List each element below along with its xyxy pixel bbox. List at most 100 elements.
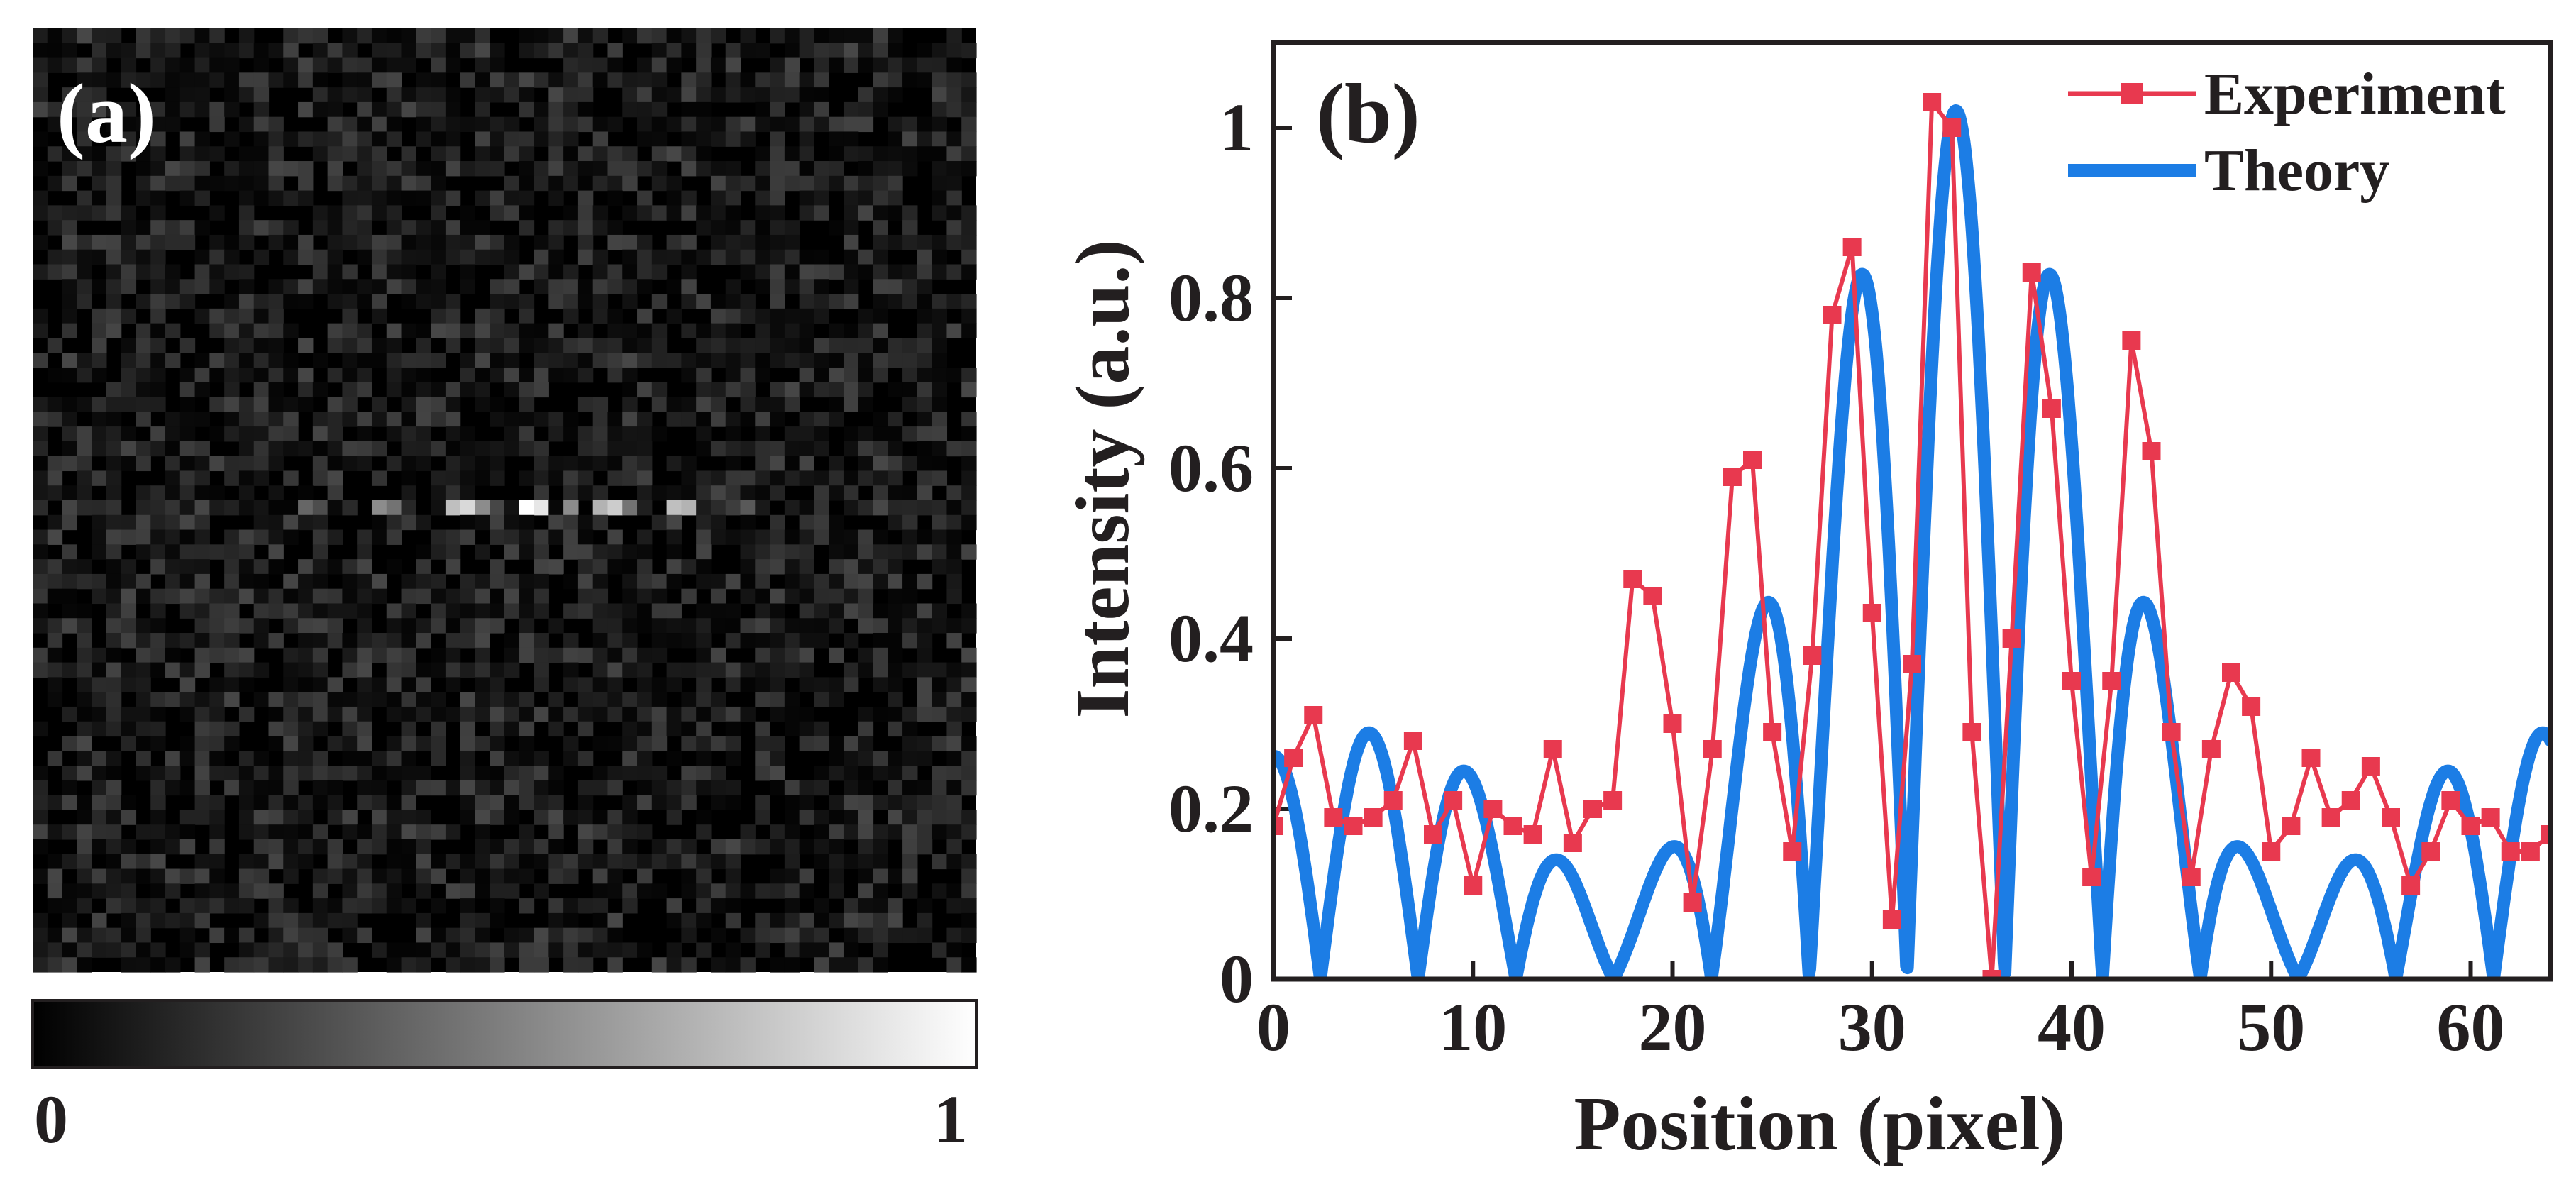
image-pixel (224, 721, 240, 737)
image-pixel (490, 573, 505, 590)
image-pixel (475, 234, 490, 250)
image-pixel (858, 353, 874, 368)
image-pixel (622, 824, 638, 840)
image-pixel (431, 116, 446, 133)
image-pixel (416, 514, 431, 531)
image-pixel (77, 927, 92, 944)
image-pixel (490, 603, 505, 619)
image-pixel (932, 736, 948, 751)
image-pixel (858, 426, 874, 442)
image-pixel (342, 338, 358, 353)
image-pixel (165, 101, 181, 118)
image-pixel (799, 441, 815, 457)
image-pixel (784, 883, 800, 899)
image-pixel (47, 57, 63, 73)
image-pixel (150, 529, 166, 545)
image-pixel (637, 205, 653, 221)
image-pixel (431, 898, 446, 914)
image-pixel (829, 912, 844, 929)
image-pixel (607, 323, 623, 339)
image-pixel (298, 190, 314, 206)
image-pixel (475, 514, 490, 531)
image-pixel (681, 43, 697, 59)
image-pixel (917, 397, 933, 412)
image-pixel (431, 249, 446, 265)
image-pixel (725, 573, 741, 590)
image-pixel (416, 175, 431, 192)
image-pixel (651, 485, 668, 501)
image-pixel (607, 662, 623, 678)
image-pixel (431, 43, 446, 59)
image-pixel (563, 927, 579, 944)
image-pixel (577, 677, 594, 692)
image-pixel (253, 588, 270, 605)
image-pixel (592, 662, 609, 678)
image-pixel (548, 780, 564, 796)
image-pixel (843, 751, 859, 766)
image-pixel (121, 146, 137, 162)
image-pixel (371, 28, 387, 44)
image-pixel (150, 824, 166, 840)
image-pixel (622, 412, 638, 427)
image-pixel (577, 87, 594, 103)
image-pixel (696, 161, 712, 177)
image-pixel (917, 912, 933, 929)
image-pixel (77, 28, 92, 44)
image-pixel (92, 751, 107, 766)
image-pixel (150, 116, 166, 133)
image-pixel (179, 397, 196, 412)
image-pixel (475, 367, 490, 383)
image-pixel (253, 116, 270, 133)
image-pixel (681, 912, 697, 929)
experiment-point (2301, 749, 2321, 767)
image-pixel (622, 795, 638, 811)
image-pixel (548, 706, 564, 722)
image-pixel (490, 294, 505, 309)
image-pixel (607, 353, 623, 368)
image-pixel (917, 308, 933, 324)
image-pixel (770, 883, 785, 899)
image-pixel (534, 854, 549, 870)
image-pixel (179, 529, 196, 545)
image-pixel (519, 751, 535, 766)
image-pixel (932, 766, 948, 781)
image-pixel (770, 780, 785, 796)
image-pixel (268, 146, 284, 162)
image-pixel (902, 367, 918, 383)
image-pixel (224, 927, 240, 944)
image-pixel (681, 736, 697, 751)
image-pixel (740, 397, 756, 412)
image-pixel (534, 706, 549, 722)
image-pixel (917, 647, 933, 663)
image-pixel (932, 456, 948, 472)
image-pixel (298, 810, 314, 825)
image-pixel (607, 824, 623, 840)
image-pixel (607, 279, 623, 294)
image-pixel (238, 751, 255, 766)
image-pixel (179, 868, 196, 884)
image-pixel (917, 456, 933, 472)
image-pixel (416, 868, 431, 884)
image-pixel (622, 692, 638, 707)
image-pixel (873, 249, 888, 265)
image-pixel (637, 87, 653, 103)
image-pixel (696, 500, 712, 516)
image-pixel (268, 854, 284, 870)
image-pixel (607, 927, 623, 944)
image-pixel (194, 43, 210, 59)
image-pixel (548, 28, 564, 44)
image-pixel (136, 957, 151, 973)
image-pixel (740, 294, 756, 309)
image-pixel (829, 28, 844, 44)
image-pixel (814, 810, 829, 825)
image-pixel (194, 220, 210, 236)
image-pixel (519, 412, 535, 427)
image-pixel (799, 72, 815, 88)
image-pixel (770, 264, 785, 280)
image-pixel (327, 942, 343, 958)
image-pixel (283, 736, 299, 751)
image-pixel (843, 810, 859, 825)
image-pixel (298, 338, 314, 353)
image-pixel (681, 957, 697, 973)
image-pixel (710, 485, 726, 501)
